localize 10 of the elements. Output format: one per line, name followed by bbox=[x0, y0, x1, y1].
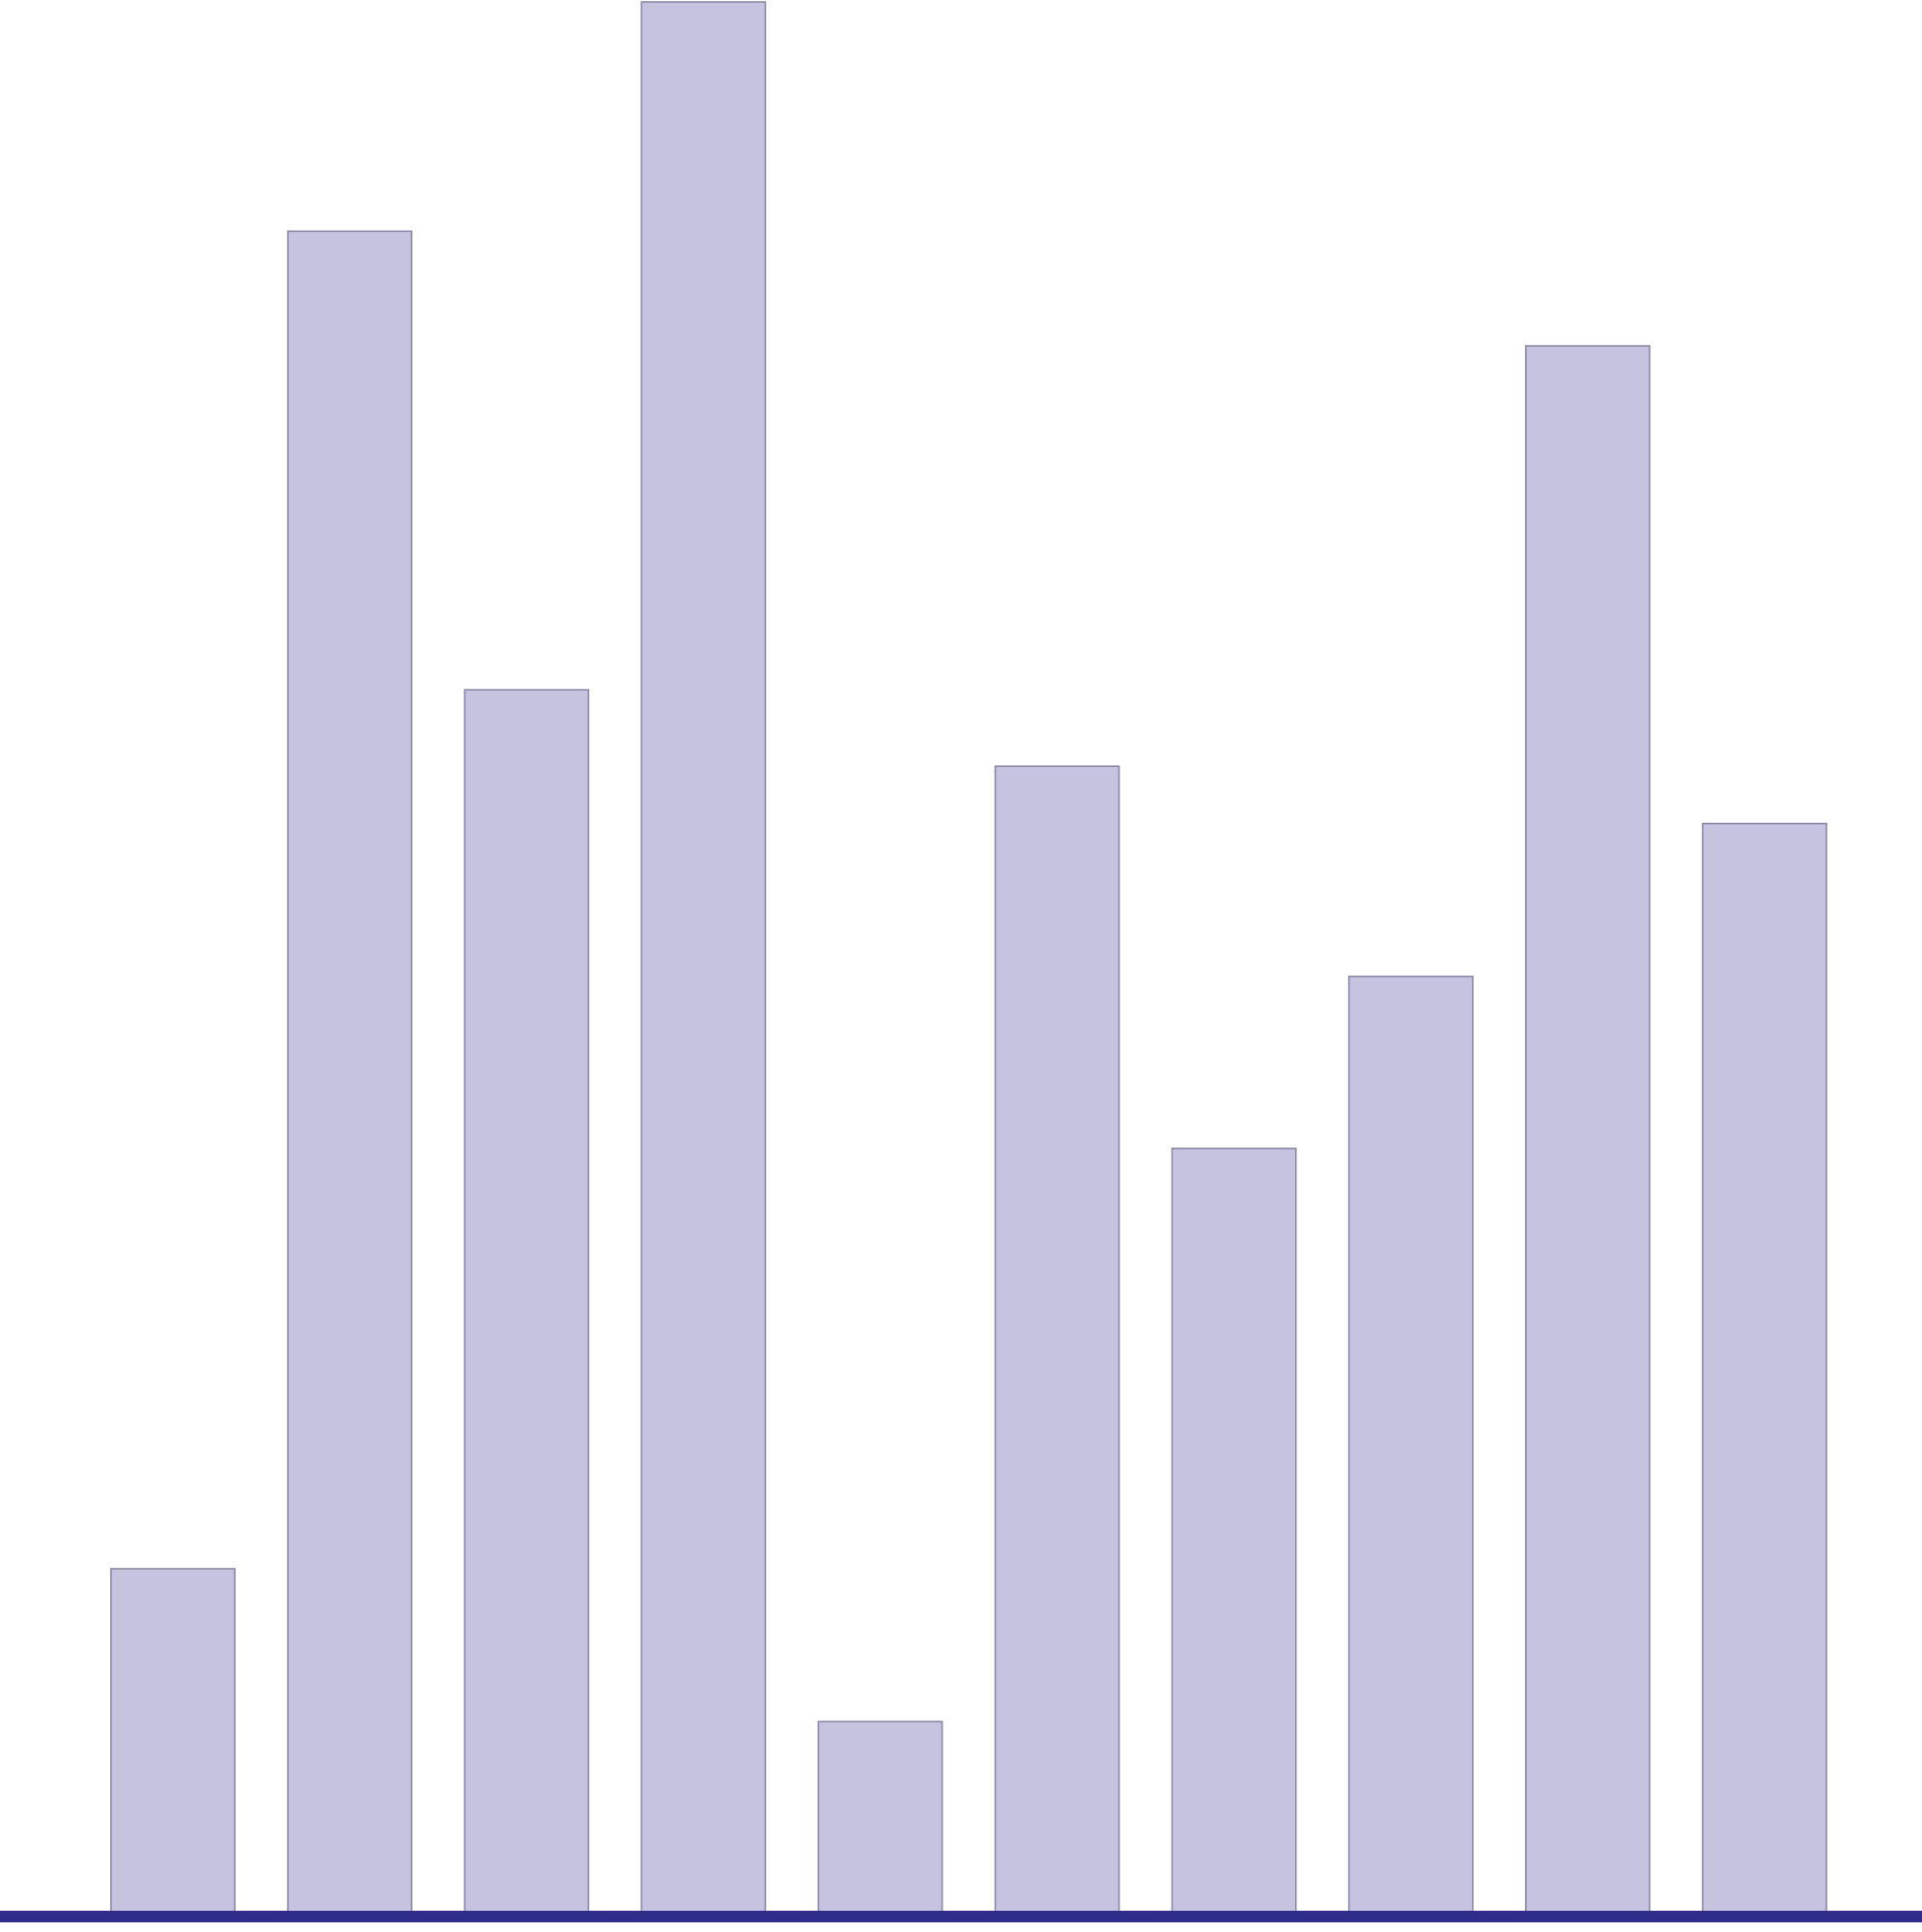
bar bbox=[287, 230, 413, 1914]
bar bbox=[1347, 975, 1474, 1914]
bar bbox=[464, 689, 590, 1914]
bar bbox=[1524, 345, 1651, 1914]
bar bbox=[640, 1, 767, 1914]
bar bbox=[1171, 1148, 1297, 1914]
bar bbox=[1702, 822, 1827, 1914]
bar bbox=[110, 1568, 236, 1914]
bar bbox=[994, 765, 1120, 1914]
bar bbox=[817, 1720, 944, 1914]
